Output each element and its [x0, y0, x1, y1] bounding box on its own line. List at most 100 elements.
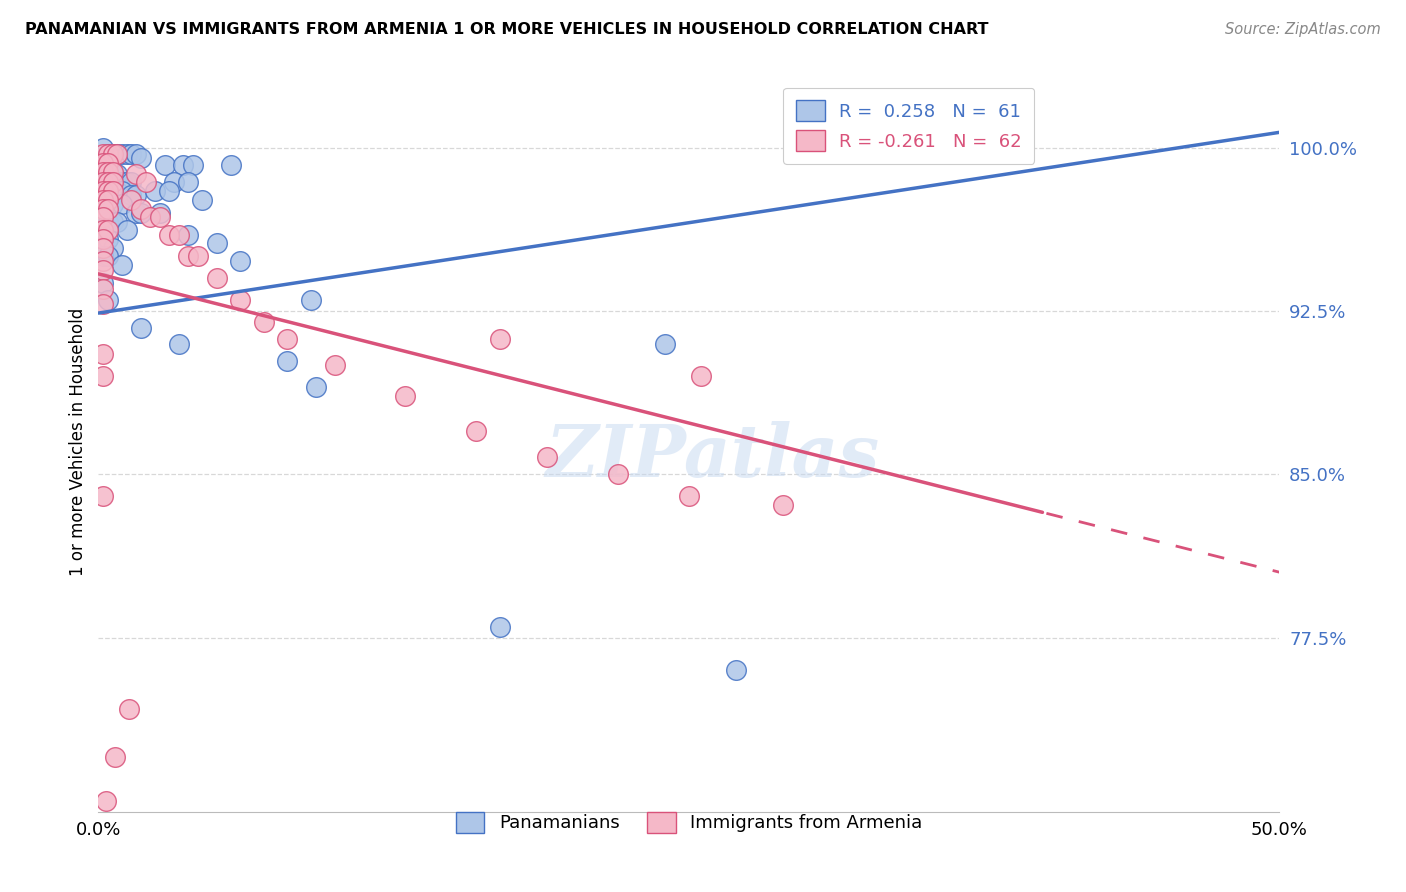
Point — [91, 140, 114, 154]
Point — [111, 147, 134, 161]
Point — [121, 147, 143, 161]
Point — [94, 794, 117, 808]
Point — [101, 184, 124, 198]
Point — [97, 214, 120, 228]
Point — [101, 197, 124, 211]
Point — [157, 227, 180, 242]
Point — [118, 702, 141, 716]
Point — [153, 158, 176, 172]
Point — [91, 369, 114, 384]
Point — [105, 184, 128, 198]
Point — [177, 250, 200, 264]
Point — [163, 175, 186, 190]
Point — [394, 389, 416, 403]
Point — [678, 489, 700, 503]
Point — [157, 184, 180, 198]
Point — [121, 188, 143, 202]
Point — [125, 167, 148, 181]
Point — [105, 147, 128, 161]
Text: Source: ZipAtlas.com: Source: ZipAtlas.com — [1225, 22, 1381, 37]
Point — [91, 347, 114, 361]
Point — [97, 193, 120, 207]
Point — [91, 175, 114, 190]
Point — [607, 467, 630, 482]
Point — [689, 369, 711, 384]
Point — [177, 175, 200, 190]
Point — [129, 321, 152, 335]
Point — [167, 227, 190, 242]
Point — [115, 147, 138, 161]
Point — [91, 184, 114, 198]
Point — [115, 175, 138, 190]
Point — [101, 184, 124, 198]
Point — [177, 227, 200, 242]
Text: PANAMANIAN VS IMMIGRANTS FROM ARMENIA 1 OR MORE VEHICLES IN HOUSEHOLD CORRELATIO: PANAMANIAN VS IMMIGRANTS FROM ARMENIA 1 … — [25, 22, 988, 37]
Point — [121, 193, 143, 207]
Point — [149, 211, 172, 225]
Point — [97, 232, 120, 246]
Point — [111, 258, 134, 272]
Point — [91, 164, 114, 178]
Point — [97, 293, 120, 307]
Point — [111, 197, 134, 211]
Legend: Panamanians, Immigrants from Armenia: Panamanians, Immigrants from Armenia — [444, 801, 934, 844]
Point — [97, 175, 120, 190]
Point — [97, 250, 120, 264]
Point — [101, 164, 124, 178]
Point — [91, 202, 114, 216]
Point — [101, 147, 124, 161]
Point — [129, 206, 152, 220]
Point — [91, 253, 114, 268]
Point — [772, 498, 794, 512]
Point — [97, 184, 120, 198]
Point — [111, 184, 134, 198]
Point — [465, 424, 488, 438]
Point — [104, 750, 127, 764]
Point — [91, 297, 114, 311]
Point — [97, 147, 120, 161]
Point — [91, 262, 114, 277]
Point — [91, 156, 114, 170]
Point — [125, 147, 148, 161]
Point — [91, 232, 114, 246]
Point — [105, 214, 128, 228]
Point — [105, 167, 128, 181]
Point — [299, 293, 322, 307]
Point — [489, 619, 512, 633]
Point — [97, 156, 120, 170]
Point — [91, 250, 114, 264]
Point — [229, 293, 252, 307]
Point — [91, 276, 114, 290]
Point — [101, 241, 124, 255]
Point — [91, 232, 114, 246]
Point — [135, 175, 157, 190]
Point — [143, 184, 166, 198]
Point — [323, 359, 346, 373]
Point — [914, 140, 936, 154]
Point — [172, 158, 194, 172]
Point — [181, 158, 204, 172]
Point — [91, 147, 114, 161]
Point — [97, 197, 120, 211]
Point — [139, 211, 162, 225]
Point — [97, 202, 120, 216]
Point — [167, 336, 190, 351]
Point — [101, 175, 124, 190]
Point — [97, 223, 120, 237]
Point — [125, 206, 148, 220]
Point — [97, 167, 120, 181]
Text: ZIPatlas: ZIPatlas — [546, 421, 880, 491]
Point — [205, 236, 228, 251]
Point — [187, 250, 209, 264]
Point — [205, 271, 228, 285]
Point — [129, 202, 152, 216]
Point — [101, 147, 124, 161]
Point — [536, 450, 558, 464]
Point — [91, 489, 114, 503]
Point — [97, 164, 120, 178]
Point — [149, 206, 172, 220]
Point — [229, 253, 252, 268]
Point — [91, 282, 114, 296]
Point — [121, 175, 143, 190]
Point — [129, 152, 152, 166]
